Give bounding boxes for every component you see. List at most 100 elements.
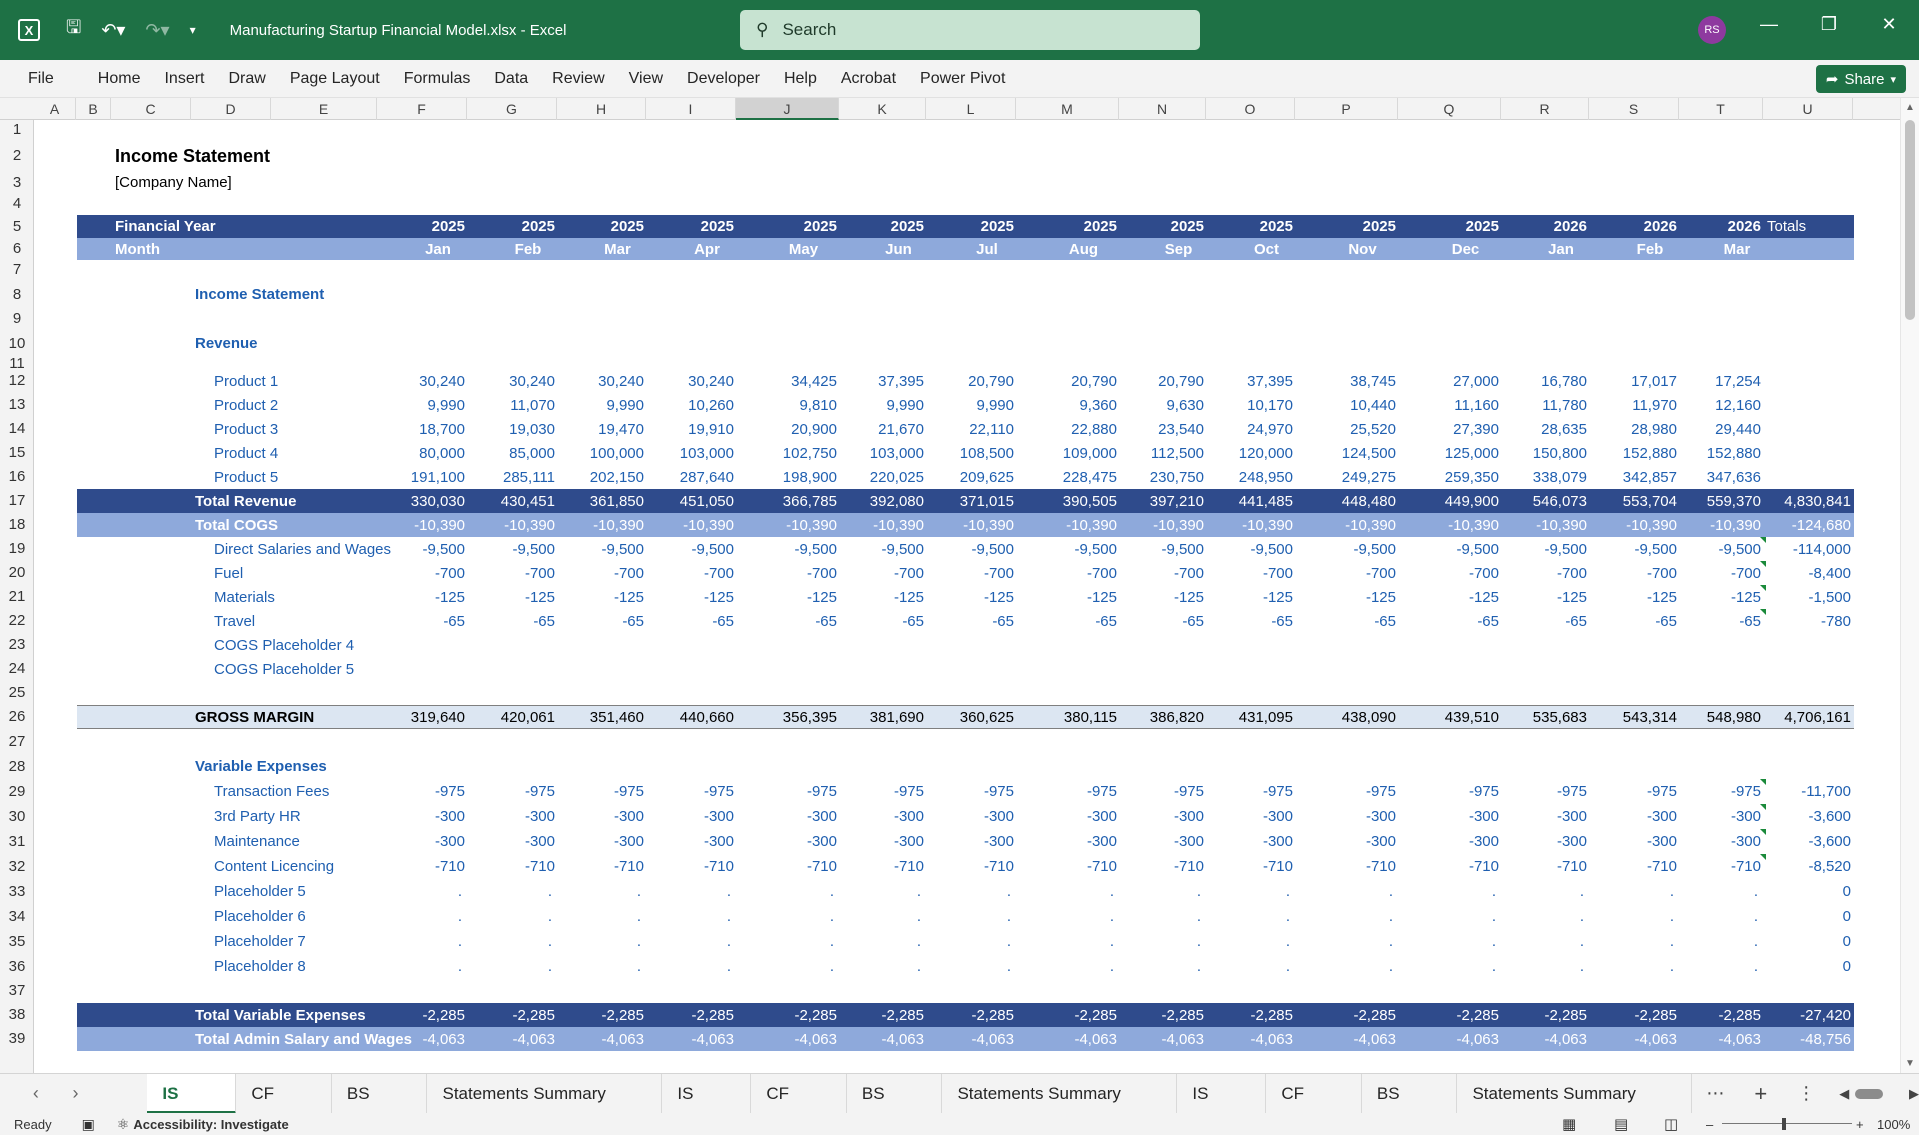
value-cell[interactable]: . — [1006, 908, 1011, 925]
value-cell[interactable]: -9,500 — [881, 540, 924, 558]
value-cell[interactable]: -710 — [1086, 858, 1117, 875]
value-cell[interactable]: 449,900 — [1444, 492, 1499, 510]
search-input[interactable]: ⚲ Search — [740, 10, 1200, 50]
value-cell[interactable]: . — [457, 908, 462, 925]
month-cell[interactable]: Dec — [1451, 240, 1480, 258]
value-cell[interactable]: -975 — [703, 783, 734, 800]
value-cell[interactable]: 10,170 — [1247, 396, 1293, 414]
value-cell[interactable]: . — [1753, 908, 1758, 925]
row-label[interactable]: Total Admin Salary and Wages — [195, 1030, 412, 1048]
month-cell[interactable]: Feb — [514, 240, 542, 258]
share-button[interactable]: ➦ Share ▾ — [1815, 65, 1906, 93]
value-cell[interactable]: -125 — [1173, 588, 1204, 606]
ribbon-tab-file[interactable]: File — [28, 69, 54, 87]
value-cell[interactable]: -300 — [1086, 833, 1117, 850]
accessibility-status[interactable]: Accessibility: Investigate — [133, 1116, 289, 1132]
value-cell[interactable]: -700 — [524, 564, 555, 582]
ribbon-tab-acrobat[interactable]: Acrobat — [840, 69, 897, 87]
value-cell[interactable]: -10,390 — [1626, 516, 1677, 534]
value-cell[interactable]: -4,063 — [1353, 1030, 1396, 1048]
row-header[interactable]: 29 — [8, 783, 26, 800]
value-cell[interactable]: . — [457, 883, 462, 900]
month-cell[interactable]: Nov — [1348, 240, 1377, 258]
value-cell[interactable]: . — [1579, 958, 1584, 975]
value-cell[interactable]: 152,880 — [1622, 444, 1677, 462]
value-cell[interactable]: -975 — [1646, 783, 1677, 800]
value-cell[interactable]: 360,625 — [959, 708, 1014, 726]
column-header-f[interactable]: F — [377, 98, 467, 120]
value-cell[interactable]: -700 — [1646, 564, 1677, 582]
column-header-s[interactable]: S — [1589, 98, 1679, 120]
value-cell[interactable]: -700 — [983, 564, 1014, 582]
row-label[interactable]: Materials — [214, 588, 275, 606]
value-cell[interactable]: -300 — [1730, 808, 1761, 825]
row-label[interactable]: Placeholder 8 — [214, 958, 306, 975]
value-cell[interactable]: -710 — [1468, 858, 1499, 875]
value-cell[interactable]: 112,500 — [1150, 444, 1204, 462]
value-cell[interactable]: 103,000 — [869, 444, 924, 462]
row-header[interactable]: 10 — [8, 335, 26, 352]
value-cell[interactable]: 20,790 — [968, 372, 1014, 390]
row-header[interactable]: 2 — [12, 147, 22, 164]
hscroll-left-icon[interactable]: ◀ — [1839, 1085, 1850, 1101]
value-cell[interactable]: -10,390 — [683, 516, 734, 534]
sheet-tab-is-2025[interactable]: IS 2025 — [147, 1073, 237, 1135]
value-cell[interactable]: -65 — [902, 612, 924, 630]
value-cell[interactable]: 392,080 — [869, 492, 924, 510]
value-cell[interactable]: -2,285 — [794, 1006, 837, 1024]
zoom-slider[interactable] — [1722, 1123, 1852, 1124]
value-cell[interactable]: . — [636, 908, 641, 925]
value-cell[interactable]: . — [916, 908, 921, 925]
value-cell[interactable]: 535,683 — [1532, 708, 1587, 726]
macro-record-icon[interactable]: ▣ — [81, 1115, 95, 1132]
value-cell[interactable]: . — [636, 883, 641, 900]
row-label[interactable]: Direct Salaries and Wages — [214, 540, 392, 558]
row-label[interactable]: GROSS MARGIN — [195, 708, 315, 726]
value-cell[interactable]: 109,000 — [1062, 444, 1117, 462]
value-cell[interactable]: -700 — [613, 564, 644, 582]
value-cell[interactable]: . — [726, 933, 731, 950]
value-cell[interactable]: -9,500 — [1074, 540, 1117, 558]
row-header[interactable]: 34 — [8, 908, 26, 925]
value-cell[interactable]: -125 — [1646, 588, 1677, 606]
value-cell[interactable]: -9,500 — [794, 540, 837, 558]
value-cell[interactable]: 430,451 — [500, 492, 555, 510]
value-cell[interactable]: -710 — [983, 858, 1014, 875]
value-cell[interactable]: 9,990 — [976, 396, 1014, 414]
value-cell[interactable]: . — [547, 958, 552, 975]
prev-sheet-icon[interactable]: ‹ — [32, 1083, 39, 1103]
value-cell[interactable]: -2,285 — [1074, 1006, 1117, 1024]
value-cell[interactable]: -65 — [1739, 612, 1761, 630]
year-cell[interactable]: 2025 — [803, 218, 837, 235]
value-cell[interactable]: -710 — [1173, 858, 1204, 875]
close-icon[interactable]: ✕ — [1881, 14, 1897, 34]
value-cell[interactable]: 356,395 — [782, 708, 837, 726]
value-cell[interactable]: 20,790 — [1071, 372, 1117, 390]
month-cell[interactable]: May — [788, 240, 819, 258]
accessibility-icon[interactable]: ⚛ — [116, 1115, 130, 1132]
year-cell[interactable]: 2026 — [1553, 218, 1587, 235]
value-cell[interactable]: . — [1109, 958, 1114, 975]
value-cell[interactable]: -975 — [524, 783, 555, 800]
month-cell[interactable]: Mar — [604, 240, 631, 258]
value-cell[interactable]: . — [1285, 933, 1290, 950]
value-cell[interactable]: -300 — [1556, 833, 1587, 850]
financial-year-label[interactable]: Financial Year — [115, 218, 216, 235]
value-cell[interactable]: 9,810 — [799, 396, 837, 414]
row-label[interactable]: Product 4 — [214, 444, 279, 462]
value-cell[interactable]: 347,636 — [1706, 468, 1761, 486]
value-cell[interactable]: -300 — [524, 808, 555, 825]
value-cell[interactable]: -975 — [1086, 783, 1117, 800]
value-cell[interactable]: -2,285 — [1544, 1006, 1587, 1024]
value-cell[interactable]: -300 — [434, 833, 465, 850]
value-cell[interactable]: 10,260 — [688, 396, 734, 414]
column-header-i[interactable]: I — [646, 98, 736, 120]
row-label[interactable]: COGS Placeholder 4 — [214, 636, 355, 654]
value-cell[interactable]: -700 — [1556, 564, 1587, 582]
value-cell[interactable]: 9,990 — [606, 396, 644, 414]
value-cell[interactable]: -65 — [1374, 612, 1396, 630]
sheet-title[interactable]: Income Statement — [115, 145, 271, 166]
row-label[interactable]: COGS Placeholder 5 — [214, 660, 355, 678]
value-cell[interactable]: 85,000 — [509, 444, 555, 462]
